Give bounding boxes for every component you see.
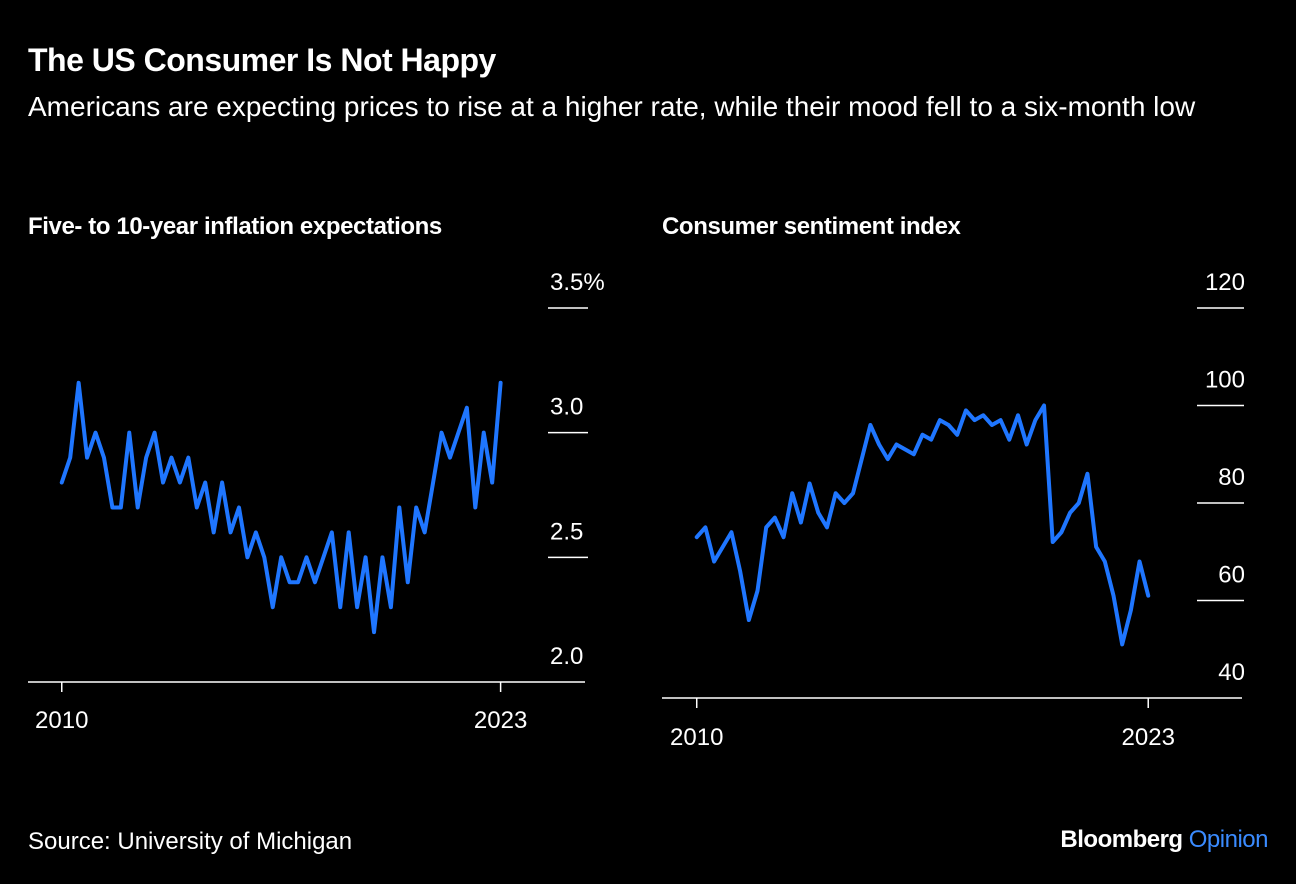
brand-section: Opinion [1188,826,1269,853]
y-tick-label: 100 [1205,367,1245,394]
subtitle: Americans are expecting prices to rise a… [28,91,1196,122]
data-line [694,403,1151,647]
brand: Bloomberg Opinion [1060,826,1268,854]
brand-name: Bloomberg [1060,826,1183,853]
panel-title: Five- to 10-year inflation expectations [28,213,442,240]
data-line [59,380,503,635]
y-tick-label: 3.5% [550,269,605,296]
y-tick-label: 2.0 [550,643,583,670]
source: Source: University of Michigan [28,828,353,855]
y-tick-label: 2.5 [550,518,583,545]
panel-title: Consumer sentiment index [662,213,962,240]
y-tick-label: 120 [1205,269,1245,296]
title: The US Consumer Is Not Happy [28,42,496,78]
x-tick-label: 2010 [35,707,88,734]
y-tick-label: 60 [1218,562,1245,589]
x-tick-label: 2023 [474,707,527,734]
y-tick-label: 3.0 [550,394,583,421]
y-tick-label: 80 [1218,464,1245,491]
y-tick-label: 40 [1218,659,1245,686]
x-tick-label: 2023 [1122,724,1175,751]
x-tick-label: 2010 [670,724,723,751]
